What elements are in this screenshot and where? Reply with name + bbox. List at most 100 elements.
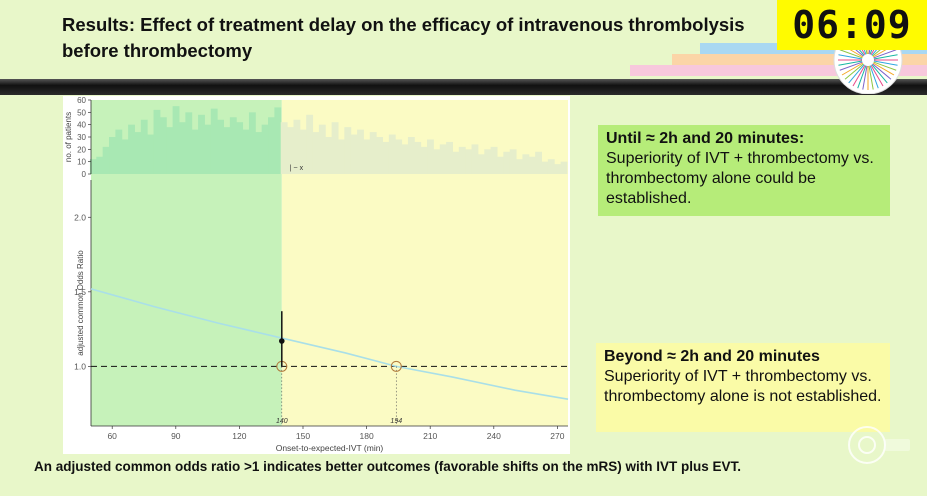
- histogram-y-tick-label: 20: [77, 145, 86, 154]
- marker-circle: [390, 360, 402, 372]
- histogram-bar: [350, 134, 358, 174]
- histogram-bar: [115, 129, 123, 174]
- histogram-bar: [242, 129, 250, 174]
- histogram-bar: [204, 124, 212, 174]
- x-tick-label: 90: [171, 431, 181, 441]
- histogram-bar: [102, 146, 110, 174]
- beyond-box: Beyond ≈ 2h and 20 minutes Superiority o…: [596, 343, 890, 432]
- histogram-bar: [427, 139, 434, 174]
- logo-ray: [838, 54, 863, 60]
- histogram-bar: [388, 134, 396, 174]
- histogram-bar: [420, 146, 428, 174]
- decor-stripe-pink: [630, 65, 927, 76]
- histogram-bar: [121, 139, 129, 174]
- marker-label: 140: [276, 418, 288, 425]
- histogram-y-tick-label: 50: [77, 108, 86, 117]
- decor-stripe-orange: [672, 54, 927, 65]
- x-axis-label: Onset-to-expected-IVT (min): [276, 443, 384, 453]
- histogram-bar: [255, 132, 263, 174]
- logo-ray: [844, 63, 864, 80]
- histogram-bar: [280, 122, 288, 174]
- histogram-bar: [268, 117, 275, 174]
- histogram-bar: [147, 134, 155, 174]
- histogram-y-tick-label: 10: [77, 158, 86, 167]
- histogram-bar: [185, 112, 193, 174]
- histogram-bar: [560, 161, 568, 174]
- logo-ray: [873, 49, 897, 59]
- until-heading: Until ≈ 2h and 20 minutes:: [606, 130, 805, 147]
- histogram-bar: [496, 156, 504, 174]
- histogram-bar: [223, 127, 231, 174]
- marker-label: 194: [390, 418, 402, 425]
- logo-ray: [869, 65, 879, 89]
- main-y-tick-label: 1.0: [74, 361, 86, 371]
- histogram-bar: [140, 119, 148, 174]
- main-y-tick-label: 2.0: [74, 212, 86, 222]
- histogram-bar: [172, 106, 180, 174]
- histogram-bar: [134, 132, 142, 174]
- main-y-tick-label: 1.5: [74, 287, 86, 297]
- histogram-bar: [452, 151, 460, 174]
- logo-ray: [873, 54, 898, 60]
- histogram-bar: [503, 151, 511, 174]
- x-tick-label: 150: [296, 431, 310, 441]
- histogram-bar: [312, 132, 320, 174]
- beyond-body: Superiority of IVT + thrombectomy vs. th…: [604, 368, 882, 405]
- logo-ray: [839, 61, 863, 71]
- histogram-bar: [541, 161, 549, 174]
- beyond-heading: Beyond ≈ 2h and 20 minutes: [604, 348, 820, 365]
- histogram-bar: [516, 159, 523, 174]
- logo-ray: [870, 64, 884, 87]
- histogram-bar: [344, 127, 352, 174]
- histogram-bar: [248, 112, 256, 174]
- histogram-bar: [477, 154, 485, 174]
- histogram-bar: [490, 146, 498, 174]
- histogram-y-tick-label: 60: [77, 96, 86, 105]
- histogram-bar: [554, 164, 562, 174]
- logo-ray: [841, 62, 864, 76]
- footnote: An adjusted common odds ratio >1 indicat…: [34, 459, 741, 474]
- histogram-bar: [318, 124, 326, 174]
- histogram-bar: [217, 119, 224, 174]
- histogram-bar: [178, 122, 186, 174]
- histogram-bar: [414, 141, 422, 174]
- x-tick-label: 270: [550, 431, 564, 441]
- histogram-bar: [236, 122, 244, 174]
- histogram-y-tick-label: 30: [77, 133, 86, 142]
- sunburst-logo: [833, 38, 903, 94]
- histogram-bar: [287, 127, 294, 174]
- histogram-bar: [153, 109, 161, 174]
- histogram-y-tick-label: 40: [77, 121, 86, 130]
- logo-ray: [862, 65, 868, 90]
- countdown-timer: 06:09: [777, 0, 927, 50]
- histogram-bar: [159, 117, 167, 174]
- histogram-bar: [535, 151, 542, 174]
- logo-ray: [872, 63, 892, 80]
- until-box: Until ≈ 2h and 20 minutes: Superiority o…: [598, 125, 890, 216]
- histogram-y-tick-label: 0: [82, 170, 87, 179]
- main-y-label: adjusted common Odds Ratio: [76, 250, 85, 356]
- histogram-bar: [401, 144, 409, 174]
- histogram-bar: [96, 156, 104, 174]
- x-tick-label: 60: [107, 431, 117, 441]
- histogram-bar: [458, 146, 466, 174]
- histogram-bar: [274, 107, 282, 174]
- histogram-bar: [471, 144, 479, 174]
- histogram-bar: [357, 129, 364, 174]
- histogram-bar: [325, 137, 333, 174]
- histogram-bar: [369, 132, 377, 174]
- histogram-bar: [547, 159, 555, 174]
- histogram-bar: [376, 137, 383, 174]
- point-estimate: [279, 338, 285, 344]
- histogram-annotation: | ~ x: [290, 165, 304, 172]
- x-tick-label: 180: [360, 431, 374, 441]
- histogram-bar: [446, 141, 453, 174]
- logo-ray: [838, 60, 863, 66]
- histogram-bar: [465, 149, 473, 174]
- histogram-bar: [198, 114, 205, 174]
- x-tick-label: 120: [232, 431, 246, 441]
- histogram-bar: [407, 137, 415, 174]
- watermark-logo: [848, 426, 910, 464]
- histogram-bar: [210, 108, 218, 174]
- histogram-bar: [509, 149, 517, 174]
